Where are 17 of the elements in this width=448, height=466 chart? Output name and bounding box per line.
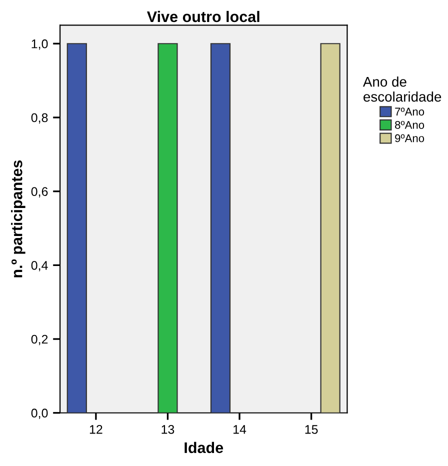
- y-tick-label: 1,0: [32, 39, 48, 50]
- legend-label: 9ºAno: [395, 134, 424, 142]
- x-tick-label: 13: [162, 425, 174, 434]
- y-axis-title: n.º participantes: [11, 160, 26, 278]
- x-axis-title: Idade: [184, 442, 224, 454]
- y-tick-label: 0,2: [31, 334, 48, 346]
- y-tick-label: 0,0: [31, 408, 48, 420]
- x-tick-label: 15: [305, 425, 318, 434]
- x-tick-label: 12: [90, 425, 102, 434]
- y-tick-label: 0,4: [31, 260, 48, 272]
- chart-title: Vive outro local: [146, 10, 260, 22]
- y-tick-label: 0,6: [31, 187, 48, 198]
- legend-label: 7ºAno: [395, 108, 424, 116]
- legend-label: 8ºAno: [395, 120, 424, 129]
- y-tick-label: 0,8: [31, 113, 48, 124]
- x-tick-label: 14: [234, 425, 246, 434]
- legend-title: Ano de escolaridade: [362, 76, 442, 102]
